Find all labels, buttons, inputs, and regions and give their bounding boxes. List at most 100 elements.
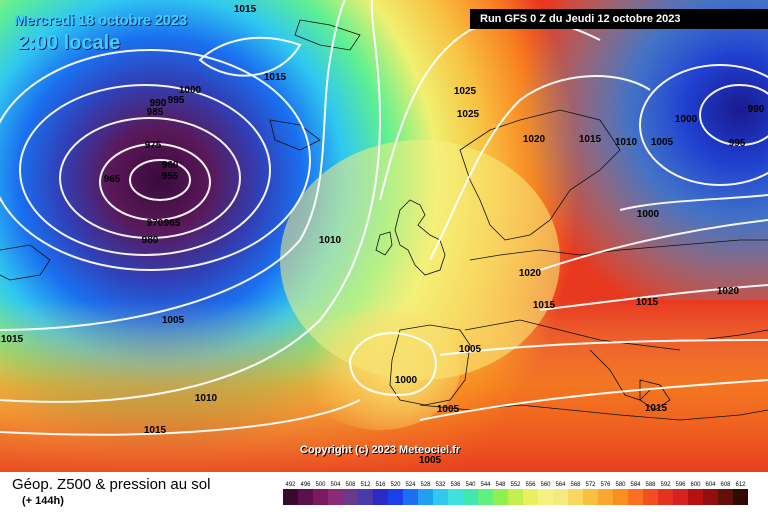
- legend-swatch: [583, 489, 598, 505]
- isobar-label: 1005: [162, 315, 185, 326]
- legend-swatch: [718, 489, 733, 505]
- legend-swatch: [343, 489, 358, 505]
- legend-level-label: 584: [630, 482, 641, 488]
- legend-level-label: 544: [480, 482, 491, 488]
- legend-level-label: 528: [420, 482, 431, 488]
- legend-level-label: 524: [405, 482, 416, 488]
- isobar-label: 1005: [651, 137, 674, 148]
- legend-swatch: [448, 489, 463, 505]
- isobar-label: 1015: [579, 134, 602, 145]
- copyright-text: Copyright (c) 2023 Meteociel.fr: [300, 444, 461, 456]
- legend-swatch: [463, 489, 478, 505]
- legend-level-label: 600: [690, 482, 701, 488]
- isobar-label: 1015: [645, 403, 668, 414]
- legend-level-label: 512: [360, 482, 371, 488]
- isobar-label: 1015: [234, 4, 257, 15]
- legend-level-label: 568: [570, 482, 581, 488]
- legend-swatch: [703, 489, 718, 505]
- isobar-label: 1020: [523, 134, 546, 145]
- isobar-label: 1005: [437, 404, 460, 415]
- isobar-label: 995: [168, 95, 185, 106]
- legend-level-label: 492: [285, 482, 296, 488]
- isobars: [0, 0, 768, 435]
- color-scale-legend: 492 496 500 504 508 512 516 520 524 528 532 536 540 5…: [283, 482, 748, 505]
- legend-level-label: 604: [705, 482, 716, 488]
- legend-swatch: [553, 489, 568, 505]
- legend-swatch: [328, 489, 343, 505]
- legend-level-label: 504: [330, 482, 341, 488]
- legend-level-label: 612: [735, 482, 746, 488]
- legend-swatch: [598, 489, 613, 505]
- coastlines: [0, 19, 768, 421]
- isobar-label: 1010: [615, 137, 638, 148]
- map-title: Géop. Z500 & pression au sol: [12, 476, 211, 493]
- legend-swatch: [643, 489, 658, 505]
- isobar-label: 1005: [459, 344, 482, 355]
- legend-level-label: 496: [300, 482, 311, 488]
- legend-level-label: 540: [465, 482, 476, 488]
- geopotential-map: 1015 1015 1000 990 995 985 975 960 955 9…: [0, 0, 768, 472]
- isobar-label: 1025: [454, 86, 477, 97]
- isobar-label: 1015: [636, 297, 659, 308]
- isobar-label: 1025: [457, 109, 480, 120]
- isobar-label: 985: [147, 107, 164, 118]
- legend-level-label: 580: [615, 482, 626, 488]
- isobar-label: 1000: [675, 114, 698, 125]
- legend-swatch: [538, 489, 553, 505]
- legend-swatch: [523, 489, 538, 505]
- isobar-label: 1015: [144, 425, 167, 436]
- legend-swatch: [388, 489, 403, 505]
- legend-swatch: [613, 489, 628, 505]
- pressure-labels: 1015 1015 1000 990 995 985 975 960 955 9…: [1, 4, 765, 466]
- isobar-label: 990: [748, 104, 765, 115]
- isobar-label: 1010: [319, 235, 342, 246]
- legend-swatch: [418, 489, 433, 505]
- forecast-date: Mercredi 18 octobre 2023: [14, 12, 187, 29]
- legend-swatch: [568, 489, 583, 505]
- legend-swatch: [508, 489, 523, 505]
- legend-level-label: 532: [435, 482, 446, 488]
- legend-swatch: [373, 489, 388, 505]
- legend-level-label: 556: [525, 482, 536, 488]
- legend-swatch: [403, 489, 418, 505]
- legend-swatch: [358, 489, 373, 505]
- legend-level-label: 508: [345, 482, 356, 488]
- isobar-label: 1005: [419, 455, 442, 466]
- isobar-label: 965: [164, 218, 181, 229]
- legend-level-label: 520: [390, 482, 401, 488]
- legend-level-label: 588: [645, 482, 656, 488]
- isobar-label: 1010: [195, 393, 218, 404]
- legend-level-label: 576: [600, 482, 611, 488]
- isobar-label: 955: [162, 171, 179, 182]
- isobar-label: 995: [729, 138, 746, 149]
- legend-level-label: 608: [720, 482, 731, 488]
- isobar-label: 990: [150, 98, 167, 109]
- legend-swatch: [688, 489, 703, 505]
- legend-swatch: [433, 489, 448, 505]
- legend-swatch: [283, 489, 298, 505]
- isobar-label: 1000: [179, 85, 202, 96]
- legend-swatch: [658, 489, 673, 505]
- isobar-label: 1020: [717, 286, 740, 297]
- legend-swatch: [313, 489, 328, 505]
- forecast-time: 2:00 locale: [18, 32, 121, 54]
- run-info: Run GFS 0 Z du Jeudi 12 octobre 2023: [470, 9, 768, 29]
- legend-level-label: 552: [510, 482, 521, 488]
- isobar-label: 1000: [395, 375, 418, 386]
- legend-swatch: [628, 489, 643, 505]
- legend-level-label: 592: [660, 482, 671, 488]
- isobar-label: 1015: [1, 334, 24, 345]
- legend-level-label: 572: [585, 482, 596, 488]
- legend-swatch: [733, 489, 748, 505]
- legend-swatch: [298, 489, 313, 505]
- isobar-label: 960: [162, 160, 179, 171]
- legend-swatch: [493, 489, 508, 505]
- legend-level-label: 564: [555, 482, 566, 488]
- isobar-label: 1015: [264, 72, 287, 83]
- legend-level-label: 548: [495, 482, 506, 488]
- legend-level-label: 560: [540, 482, 551, 488]
- legend-swatch: [478, 489, 493, 505]
- legend-swatch: [673, 489, 688, 505]
- isobar-label: 970: [147, 218, 164, 229]
